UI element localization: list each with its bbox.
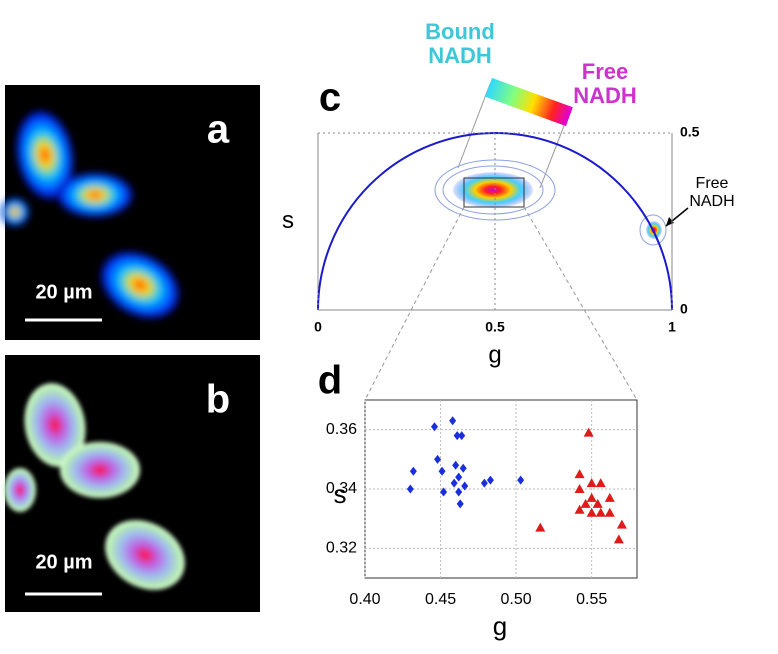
point — [592, 498, 603, 508]
scale-label: 20 µm — [35, 551, 92, 573]
y-tick-label: 0.36 — [326, 421, 357, 438]
x-tick-label: 0.50 — [501, 591, 532, 608]
x-axis-label: g — [488, 341, 501, 368]
x-tick-label: 0.45 — [425, 591, 456, 608]
point — [586, 478, 597, 488]
annotation: Free NADH — [689, 175, 735, 210]
point — [517, 475, 525, 485]
point — [613, 534, 624, 544]
point — [586, 492, 597, 502]
point — [574, 504, 585, 514]
point — [486, 475, 494, 485]
point — [409, 466, 417, 476]
point — [461, 481, 469, 491]
point — [450, 478, 458, 488]
panel-label: d — [318, 359, 342, 403]
micrograph-a — [1, 85, 260, 340]
y-axis-label: s — [334, 479, 347, 509]
point — [580, 498, 591, 508]
zoom-box — [463, 177, 525, 208]
y-tick-label: 0 — [680, 301, 688, 317]
micrograph-b — [4, 355, 260, 612]
point — [583, 427, 594, 437]
point — [616, 519, 627, 529]
point — [438, 466, 446, 476]
point — [452, 460, 460, 470]
y-tick-label: 0.34 — [326, 480, 357, 497]
point — [535, 522, 546, 532]
annotation: Bound NADH — [425, 19, 495, 69]
connector — [457, 83, 491, 169]
point — [431, 422, 439, 432]
zoom-line — [364, 206, 465, 401]
point — [574, 484, 585, 493]
zoom-line — [523, 206, 638, 401]
point — [586, 507, 597, 517]
point — [455, 487, 463, 497]
y-axis-label: s — [282, 207, 294, 234]
y-tick-label: 0.32 — [326, 540, 357, 557]
panel-label: a — [207, 108, 230, 152]
point — [440, 487, 448, 497]
connector — [539, 117, 568, 189]
x-tick-label: 1 — [668, 319, 676, 335]
point — [480, 478, 488, 488]
x-tick-label: 0.40 — [349, 591, 380, 608]
point — [604, 507, 615, 517]
point — [574, 469, 585, 479]
scale-label: 20 µm — [35, 281, 92, 303]
panel-label: b — [206, 378, 230, 422]
point — [406, 484, 414, 494]
arrow-head — [666, 217, 674, 226]
point — [459, 463, 467, 473]
point — [595, 478, 606, 488]
point — [449, 416, 457, 426]
y-tick-label: 0.5 — [680, 124, 700, 140]
point — [456, 499, 464, 509]
point — [455, 472, 463, 482]
density-contours — [434, 159, 667, 246]
point — [453, 431, 461, 441]
point — [458, 431, 466, 441]
x-tick-label: 0.5 — [485, 319, 505, 335]
point — [595, 507, 606, 517]
panel-label: c — [319, 76, 341, 120]
point — [434, 454, 442, 464]
x-tick-label: 0.55 — [576, 591, 607, 608]
point — [604, 492, 615, 502]
color-bar — [485, 77, 573, 127]
annotation: Free NADH — [573, 59, 637, 109]
x-tick-label: 0 — [314, 319, 322, 335]
x-axis-label: g — [493, 611, 507, 641]
